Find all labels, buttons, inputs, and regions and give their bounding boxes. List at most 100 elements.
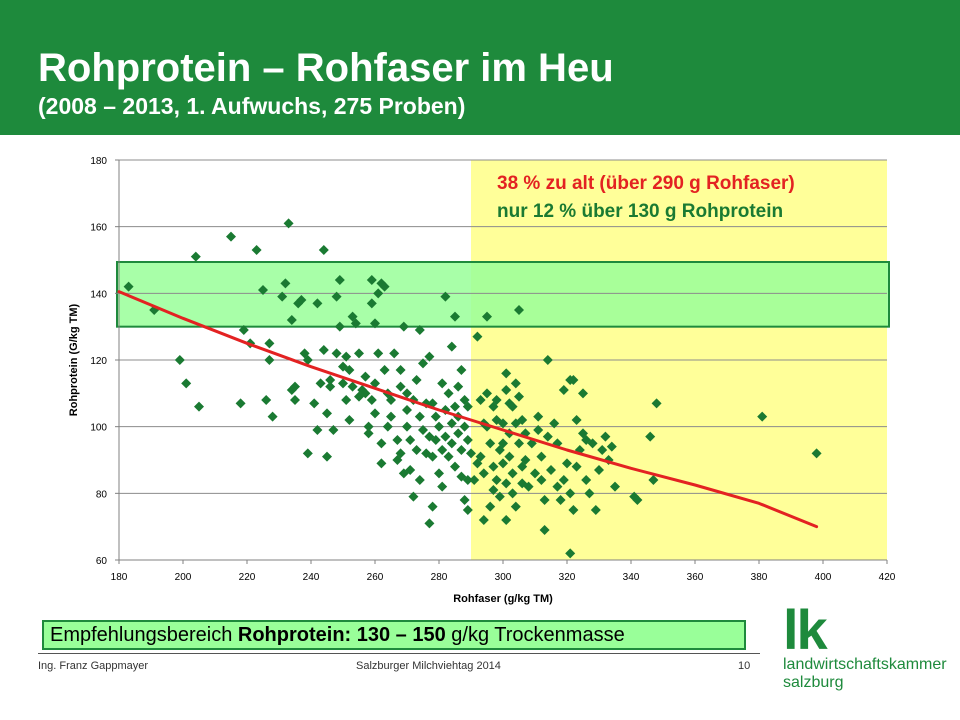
data-point	[123, 281, 134, 292]
data-point	[302, 355, 313, 365]
data-point	[360, 371, 371, 382]
data-point	[440, 291, 451, 302]
data-point	[302, 448, 313, 459]
data-point	[546, 465, 556, 475]
data-point	[478, 515, 489, 525]
data-point	[459, 421, 470, 432]
data-point	[632, 495, 643, 505]
data-point	[312, 425, 323, 435]
data-point	[542, 355, 553, 365]
data-point	[482, 388, 492, 399]
data-point	[366, 275, 377, 285]
data-point	[354, 348, 364, 359]
data-point	[443, 388, 454, 399]
data-point	[450, 311, 460, 322]
data-point	[507, 401, 518, 412]
data-point	[379, 281, 390, 292]
data-point	[194, 401, 204, 412]
data-point	[443, 451, 454, 462]
data-point	[373, 348, 384, 359]
x-tick-label: 400	[815, 572, 832, 583]
trend-line	[117, 290, 819, 529]
data-point	[498, 458, 508, 469]
data-point	[485, 501, 496, 512]
data-point	[437, 481, 448, 492]
data-point	[437, 445, 448, 455]
data-point	[584, 488, 595, 499]
data-point	[581, 475, 592, 485]
data-point	[286, 315, 297, 325]
x-axis-label: Rohfaser (g/kg TM)	[453, 593, 553, 605]
data-point	[462, 435, 473, 445]
data-point	[341, 395, 352, 405]
recommendation-suffix: g/kg Trockenmasse	[445, 624, 625, 646]
lk-logo-mark: lk	[783, 598, 828, 661]
y-tick-label: 60	[96, 556, 108, 567]
data-point	[430, 435, 441, 445]
data-point	[318, 245, 329, 255]
data-point	[251, 245, 262, 255]
data-point	[555, 495, 566, 505]
data-point	[501, 478, 512, 489]
data-point	[651, 398, 662, 409]
data-point	[363, 428, 374, 439]
data-point	[264, 355, 275, 365]
data-point	[453, 381, 464, 392]
data-point	[315, 378, 326, 389]
data-point	[504, 398, 515, 409]
lk-logo-text: landwirtschaftskammer salzburg	[783, 656, 947, 692]
data-point	[376, 458, 387, 469]
data-point	[190, 251, 201, 262]
data-point	[338, 378, 348, 389]
data-point	[386, 395, 396, 405]
data-point	[498, 438, 508, 449]
data-point	[370, 378, 380, 389]
data-point	[411, 375, 422, 385]
data-point	[411, 445, 422, 455]
data-point	[414, 475, 425, 485]
data-point	[811, 448, 822, 459]
data-point	[258, 285, 268, 295]
data-point	[418, 425, 428, 435]
data-point	[491, 395, 502, 405]
data-point	[501, 515, 512, 525]
data-point	[334, 275, 345, 285]
data-point	[565, 488, 576, 499]
data-point	[472, 331, 483, 342]
data-point	[414, 411, 425, 422]
data-point	[536, 475, 547, 485]
data-point	[395, 365, 406, 375]
footer-divider	[38, 653, 760, 654]
data-point	[277, 291, 288, 302]
scatter-chart: 180 200 220 240 260 280 300 320 340 360 380 400 420 6…	[68, 156, 896, 605]
data-point	[347, 311, 358, 322]
data-point	[395, 448, 406, 459]
data-point	[488, 485, 499, 495]
data-point	[466, 448, 476, 459]
data-point	[434, 468, 444, 479]
data-point	[504, 451, 515, 462]
data-point	[568, 505, 579, 515]
data-point	[590, 505, 601, 515]
data-point	[530, 468, 540, 479]
data-point	[491, 475, 502, 485]
data-point	[312, 298, 323, 309]
data-point	[610, 481, 620, 492]
data-point	[402, 388, 412, 399]
data-point	[456, 365, 467, 375]
data-point	[366, 298, 377, 309]
data-point	[446, 341, 457, 352]
data-point	[510, 501, 521, 512]
data-point	[482, 311, 492, 322]
data-point	[181, 378, 192, 389]
data-point	[469, 475, 480, 485]
data-point	[475, 451, 486, 462]
data-point	[398, 321, 409, 332]
annotation-high-protein: nur 12 % über 130 g Rohprotein	[497, 201, 783, 222]
data-point	[501, 385, 512, 395]
data-point	[478, 468, 489, 479]
data-point	[418, 358, 428, 369]
data-point	[325, 375, 336, 385]
data-point	[507, 488, 518, 499]
data-point	[370, 408, 380, 419]
